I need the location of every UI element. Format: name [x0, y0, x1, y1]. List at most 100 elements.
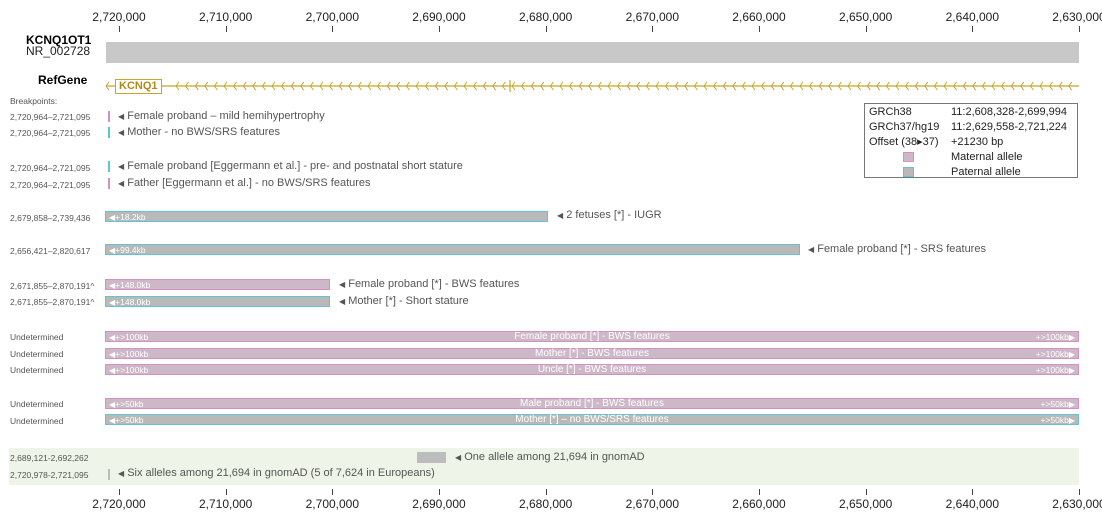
right-extension-label: +>50kb▶: [1040, 399, 1075, 409]
chevron-left-icon: [741, 81, 746, 91]
chevron-left-icon: [770, 81, 775, 91]
chevron-left-icon: [789, 81, 794, 91]
undetermined-range: Undetermined: [10, 365, 64, 375]
chevron-left-icon: [578, 81, 583, 91]
chevron-left-icon: [732, 81, 737, 91]
undetermined-bar[interactable]: ◀+>100kb Female proband [*] - BWS featur…: [105, 331, 1079, 342]
deletion-range: 2,679,858–2,739,436: [10, 213, 91, 223]
chevron-left-icon: [597, 81, 602, 91]
chevron-left-icon: [482, 81, 487, 91]
chevron-left-icon: [1000, 81, 1005, 91]
top-axis-tick-label: 2,700,000: [305, 10, 360, 24]
chevron-left-icon: [492, 81, 497, 91]
deletion-bar[interactable]: ◀+99.4kb: [105, 244, 800, 255]
chevron-left-icon: [396, 81, 401, 91]
chevron-left-icon: [300, 81, 305, 91]
bottom-axis-tick-mark: [225, 489, 227, 495]
chevron-left-icon: [175, 81, 180, 91]
case-range: 2,720,964–2,721,095: [10, 163, 91, 173]
extension-label: ◀+148.0kb: [109, 280, 151, 290]
kcnq1ot1-transcript-bar[interactable]: [106, 42, 1079, 63]
chevron-left-icon: [184, 81, 189, 91]
undetermined-bar[interactable]: ◀+>100kb Uncle [*] - BWS features +>100k…: [105, 364, 1079, 375]
gnomad-variant-bar[interactable]: [417, 452, 446, 463]
chevron-left-icon: [232, 81, 238, 91]
legend-row-paternal: Paternal allele: [869, 165, 1073, 180]
chevron-left-icon: [194, 81, 199, 91]
deletion-bar[interactable]: ◀+148.0kb: [105, 279, 330, 290]
right-extension-label: +>100kb▶: [1035, 349, 1075, 359]
deletion-bar[interactable]: ◀+18.2kb: [105, 211, 548, 222]
kcnq1-gene-track[interactable]: [104, 78, 1082, 94]
chevron-left-icon: [501, 81, 506, 91]
chevron-left-icon: [818, 81, 823, 91]
deletion-range: 2,671,855–2,870,191^: [10, 281, 95, 291]
left-extension-label: ◀+>50kb: [109, 399, 144, 409]
chevron-left-icon: [549, 81, 554, 91]
chevron-left-icon: [472, 81, 478, 91]
case-range: 2,720,964–2,721,095: [10, 112, 91, 122]
undetermined-bar[interactable]: ◀+>50kb Male proband [*] - BWS features …: [105, 398, 1079, 409]
undetermined-range: Undetermined: [10, 349, 64, 359]
legend-row-maternal: Maternal allele: [869, 150, 1073, 165]
top-axis-tick-mark: [545, 26, 547, 32]
undetermined-range: Undetermined: [10, 332, 64, 342]
chevron-left-icon: [636, 81, 641, 91]
chevron-left-icon: [338, 81, 343, 91]
chevron-left-icon: [290, 81, 295, 91]
chevron-left-icon: [616, 81, 621, 91]
left-extension-label: ◀+>50kb: [109, 415, 144, 425]
bottom-axis-tick-label: 2,650,000: [838, 497, 893, 511]
deletion-range: 2,671,855–2,870,191^: [10, 297, 95, 307]
chevron-left-icon: [261, 81, 266, 91]
case-marker[interactable]: [108, 127, 110, 138]
deletion-bar[interactable]: ◀+148.0kb: [105, 296, 330, 307]
kcnq1-gene-label[interactable]: KCNQ1: [115, 79, 162, 94]
extension-label: ◀+18.2kb: [109, 212, 146, 222]
case-description: ◀ Mother - no BWS/SRS features: [118, 126, 281, 138]
chevron-left-icon: [213, 81, 218, 91]
top-axis-tick-label: 2,640,000: [945, 10, 1000, 24]
undetermined-bar[interactable]: ◀+>100kb Mother [*] - BWS features +>100…: [105, 348, 1079, 359]
legend-row-grch38: GRCh38 11:2,608,328-2,699,994: [869, 106, 1068, 118]
bottom-axis-tick-label: 2,690,000: [412, 497, 466, 511]
undetermined-bar[interactable]: ◀+>50kb Mother [*] – no BWS/SRS features…: [105, 414, 1079, 425]
chevron-left-icon: [943, 81, 948, 91]
chevron-left-icon: [712, 81, 717, 91]
case-marker[interactable]: [108, 161, 110, 172]
gnomad-range: 2,689,121-2,692,262: [10, 453, 89, 463]
undetermined-range: Undetermined: [10, 399, 64, 409]
top-axis-tick-mark: [119, 26, 120, 32]
case-description: ◀ Female proband – mild hemihypertrophy: [118, 110, 325, 122]
undetermined-description: Male proband [*] - BWS features: [520, 398, 664, 409]
chevron-left-icon: [655, 81, 660, 91]
bottom-axis-tick-label: 2,660,000: [732, 497, 786, 511]
top-axis-tick-label: 2,650,000: [838, 10, 893, 24]
chevron-left-icon: [348, 81, 353, 91]
chevron-left-icon: [309, 81, 314, 91]
undetermined-description: Uncle [*] - BWS features: [537, 364, 647, 375]
case-marker[interactable]: [108, 178, 110, 189]
chevron-left-icon: [415, 81, 420, 91]
chevron-left-icon: [981, 81, 986, 91]
left-extension-label: ◀+>100kb: [109, 365, 149, 375]
deletion-description: ◀ 2 fetuses [*] - IUGR: [557, 209, 662, 221]
top-axis-tick-label: 2,710,000: [198, 10, 253, 24]
deletion-description: ◀ Female proband [*] - BWS features: [339, 278, 520, 290]
chevron-left-icon: [751, 81, 756, 91]
top-axis-tick-label: 2,690,000: [412, 10, 466, 24]
chevron-left-icon: [252, 81, 257, 91]
chevron-left-icon: [645, 81, 650, 91]
legend-row-grch37: GRCh37/hg19 11:2,629,558-2,721,224: [869, 121, 1068, 133]
paternal-swatch: [903, 167, 914, 177]
gnomad-variant-marker[interactable]: [108, 469, 110, 480]
bottom-axis-tick-label: 2,680,000: [518, 497, 573, 511]
chevron-left-icon: [914, 81, 919, 91]
chevron-left-icon: [722, 81, 727, 91]
chevron-left-icon: [280, 81, 286, 91]
legend-box: GRCh38 11:2,608,328-2,699,994 GRCh37/hg1…: [864, 103, 1078, 178]
case-marker[interactable]: [108, 111, 110, 122]
undetermined-description: Mother [*] - BWS features: [535, 348, 649, 359]
deletion-description: ◀ Female proband [*] - SRS features: [808, 243, 986, 255]
chevron-left-icon: [962, 81, 967, 91]
